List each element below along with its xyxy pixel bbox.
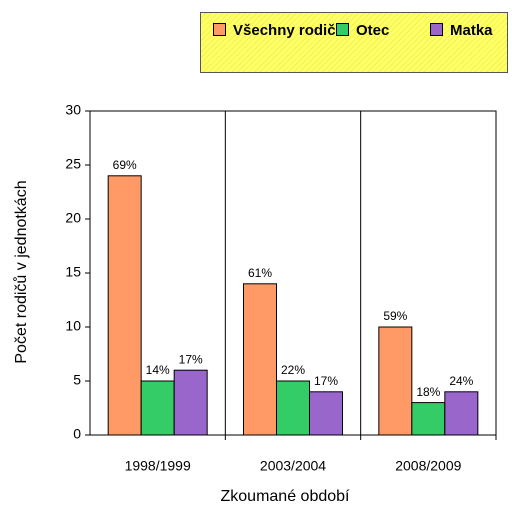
x-tick-label: 2008/2009 (395, 458, 461, 474)
y-tick-label: 5 (73, 372, 81, 388)
y-tick-label: 25 (65, 156, 81, 172)
share-label: 18% (416, 385, 440, 399)
share-label: 17% (179, 352, 203, 366)
bar (276, 380, 310, 436)
bar (107, 175, 142, 436)
bar (444, 391, 479, 436)
y-tick-label: 15 (65, 264, 81, 280)
share-label: 17% (314, 374, 338, 388)
legend-swatch (213, 23, 226, 36)
legend-label: Otec (356, 22, 390, 39)
y-tick-label: 20 (65, 210, 81, 226)
bar (309, 391, 343, 436)
legend-swatch (336, 23, 349, 36)
x-axis-title: Zkoumané období (221, 488, 351, 505)
share-label: 69% (113, 158, 137, 172)
share-label: 59% (383, 309, 407, 323)
legend-swatch (430, 23, 443, 36)
bar (411, 402, 446, 436)
bar (378, 326, 413, 436)
share-label: 24% (449, 374, 473, 388)
legend-label: Matka (450, 22, 493, 39)
y-tick-label: 0 (73, 426, 81, 442)
y-axis-title: Počet rodičů v jednotkách (12, 180, 30, 363)
legend-label: Všechny rodiče (233, 22, 344, 39)
x-tick-label: 2003/2004 (260, 458, 326, 474)
bar (140, 380, 175, 436)
share-label: 22% (281, 363, 305, 377)
x-tick-label: 1998/1999 (125, 458, 191, 474)
bar (243, 283, 277, 436)
legend: Všechny rodiče Otec Matka (200, 12, 508, 73)
bar (173, 369, 208, 436)
y-tick-label: 30 (65, 102, 81, 118)
y-tick-label: 10 (65, 318, 81, 334)
share-label: 61% (248, 266, 272, 280)
share-label: 14% (146, 363, 170, 377)
